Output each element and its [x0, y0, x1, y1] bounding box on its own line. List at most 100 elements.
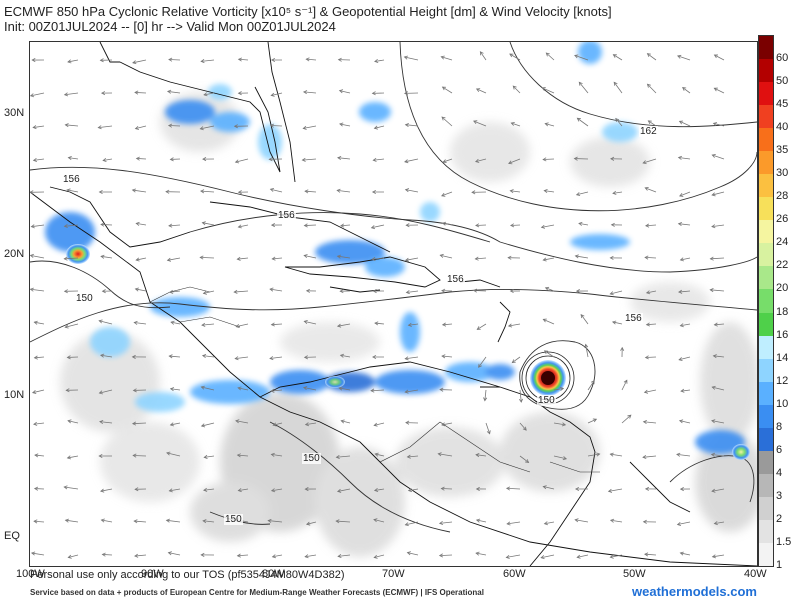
wind-arrow-icon	[339, 387, 351, 391]
wind-arrow-icon	[67, 59, 79, 63]
wind-arrow-icon	[678, 157, 691, 160]
wind-arrow-head	[168, 488, 173, 493]
wind-arrow-head	[509, 53, 514, 58]
wind-arrow-head	[30, 93, 35, 98]
wind-arrow-icon	[31, 552, 45, 556]
wind-arrow-icon	[305, 554, 317, 558]
wind-arrow-icon	[234, 290, 249, 293]
wind-arrow-head	[269, 287, 274, 292]
wind-arrow-head	[200, 423, 206, 428]
wind-arrow-head	[167, 89, 172, 94]
wind-arrow-head	[609, 255, 614, 260]
wind-arrow-head	[544, 286, 550, 291]
wind-arrow-icon	[645, 256, 657, 259]
wind-arrow-icon	[238, 58, 249, 61]
wind-arrow-head	[439, 253, 444, 258]
wind-arrow-icon	[303, 91, 317, 94]
wind-arrow-head	[576, 117, 581, 122]
wind-arrow-icon	[64, 257, 79, 260]
wind-arrow-head	[507, 255, 512, 260]
wind-arrow-icon	[711, 488, 725, 492]
wind-arrow-icon	[553, 455, 567, 460]
wind-arrow-icon	[610, 290, 623, 295]
wind-arrow-head	[100, 353, 105, 358]
wind-arrow-icon	[200, 256, 215, 259]
wind-arrow-head	[518, 398, 523, 403]
wind-arrow-icon	[271, 92, 283, 96]
wind-arrow-icon	[304, 320, 317, 325]
wind-arrow-head	[31, 58, 36, 63]
wind-arrow-head	[100, 488, 105, 493]
wind-arrow-head	[679, 487, 684, 492]
wind-arrow-icon	[473, 120, 487, 127]
wind-arrow-head	[269, 356, 274, 361]
wind-arrow-head	[374, 321, 379, 326]
height-contour-label: 150	[75, 293, 94, 304]
wind-arrow-icon	[203, 488, 215, 491]
wind-arrow-head	[134, 90, 139, 95]
wind-arrow-icon	[408, 323, 419, 326]
wind-arrow-icon	[544, 521, 555, 525]
wind-arrow-icon	[613, 54, 623, 61]
colorbar-segment	[759, 542, 773, 567]
wind-arrow-icon	[645, 187, 657, 193]
map-panel: 162 156 156 156 156 150 150 150 150	[29, 41, 758, 567]
wind-arrow-icon	[336, 455, 351, 458]
wind-arrow-head	[102, 158, 107, 163]
colorbar-segment	[759, 473, 773, 498]
colorbar-tick-label: 40	[776, 121, 789, 134]
wind-arrow-head	[437, 452, 442, 457]
wind-arrow-head	[303, 319, 308, 324]
wind-arrow-head	[543, 521, 549, 526]
wind-arrow-head	[199, 255, 204, 260]
lon-label: 70W	[382, 568, 405, 580]
wind-arrow-head	[475, 486, 480, 491]
wind-arrow-head	[336, 488, 342, 493]
wind-arrow-head	[67, 554, 72, 559]
wind-arrow-head	[404, 389, 409, 394]
wind-arrow-head	[269, 187, 275, 192]
wind-arrow-head	[98, 189, 103, 195]
wind-arrow-icon	[542, 87, 555, 94]
wind-arrow-icon	[237, 554, 249, 557]
colorbar-segment	[759, 220, 773, 244]
wind-arrow-head	[270, 322, 275, 327]
colorbar-tick-label: 45	[776, 98, 789, 111]
wind-arrow-head	[559, 386, 565, 391]
wind-arrow-icon	[135, 125, 147, 130]
wind-arrow-head	[33, 355, 38, 360]
wind-arrow-head	[235, 419, 240, 424]
wind-arrow-icon	[302, 158, 317, 161]
wind-arrow-icon	[135, 288, 147, 292]
wind-arrow-icon	[506, 487, 521, 490]
wind-arrow-head	[440, 486, 445, 491]
colorbar-segment	[759, 128, 773, 152]
wind-arrow-head	[712, 122, 718, 127]
wind-arrow-head	[33, 320, 38, 325]
wind-arrow-icon	[679, 420, 691, 424]
colorbar-segment	[759, 266, 773, 290]
wind-arrow-icon	[33, 422, 45, 425]
wind-arrow-head	[166, 257, 172, 262]
wind-arrow-icon	[478, 356, 487, 368]
wind-arrow-icon	[100, 488, 113, 492]
wind-arrow-head	[64, 324, 69, 329]
wind-arrow-head	[711, 192, 716, 197]
wind-arrow-icon	[34, 454, 45, 457]
wind-arrow-head	[561, 422, 567, 427]
wind-arrow-icon	[270, 188, 283, 193]
wind-arrow-icon	[272, 257, 283, 260]
wind-arrow-icon	[133, 455, 147, 457]
wind-arrow-head	[510, 122, 515, 126]
wind-arrow-icon	[132, 189, 147, 193]
wind-arrow-head	[510, 223, 515, 228]
wind-arrow-head	[337, 155, 342, 161]
wind-arrow-head	[522, 426, 527, 431]
wind-arrow-head	[679, 551, 684, 556]
wind-arrow-head	[573, 156, 578, 161]
wind-arrow-head	[30, 224, 35, 229]
wind-arrow-head	[100, 254, 105, 259]
wind-arrow-head	[305, 57, 310, 62]
wind-arrow-head	[30, 253, 34, 258]
wind-arrow-head	[679, 323, 684, 328]
